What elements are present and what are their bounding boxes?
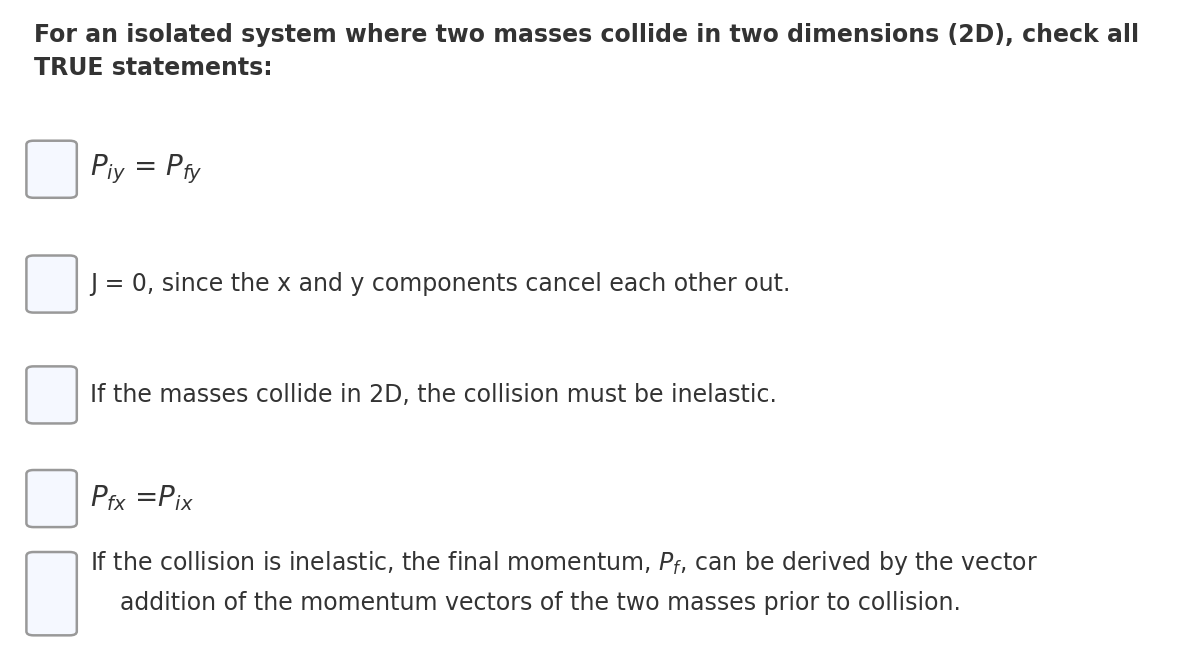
Text: $P_{fx}$ =$P_{ix}$: $P_{fx}$ =$P_{ix}$ xyxy=(90,483,193,514)
FancyBboxPatch shape xyxy=(26,256,77,313)
Text: If the collision is inelastic, the final momentum, $P_f$, can be derived by the : If the collision is inelastic, the final… xyxy=(90,549,1038,615)
FancyBboxPatch shape xyxy=(26,140,77,198)
Text: For an isolated system where two masses collide in two dimensions (2D), check al: For an isolated system where two masses … xyxy=(34,23,1139,79)
Text: $P_{iy}$ = $P_{fy}$: $P_{iy}$ = $P_{fy}$ xyxy=(90,152,203,186)
FancyBboxPatch shape xyxy=(26,552,77,635)
FancyBboxPatch shape xyxy=(26,470,77,527)
Text: J = 0, since the x and y components cancel each other out.: J = 0, since the x and y components canc… xyxy=(90,272,791,296)
Text: If the masses collide in 2D, the collision must be inelastic.: If the masses collide in 2D, the collisi… xyxy=(90,383,776,407)
FancyBboxPatch shape xyxy=(26,366,77,424)
